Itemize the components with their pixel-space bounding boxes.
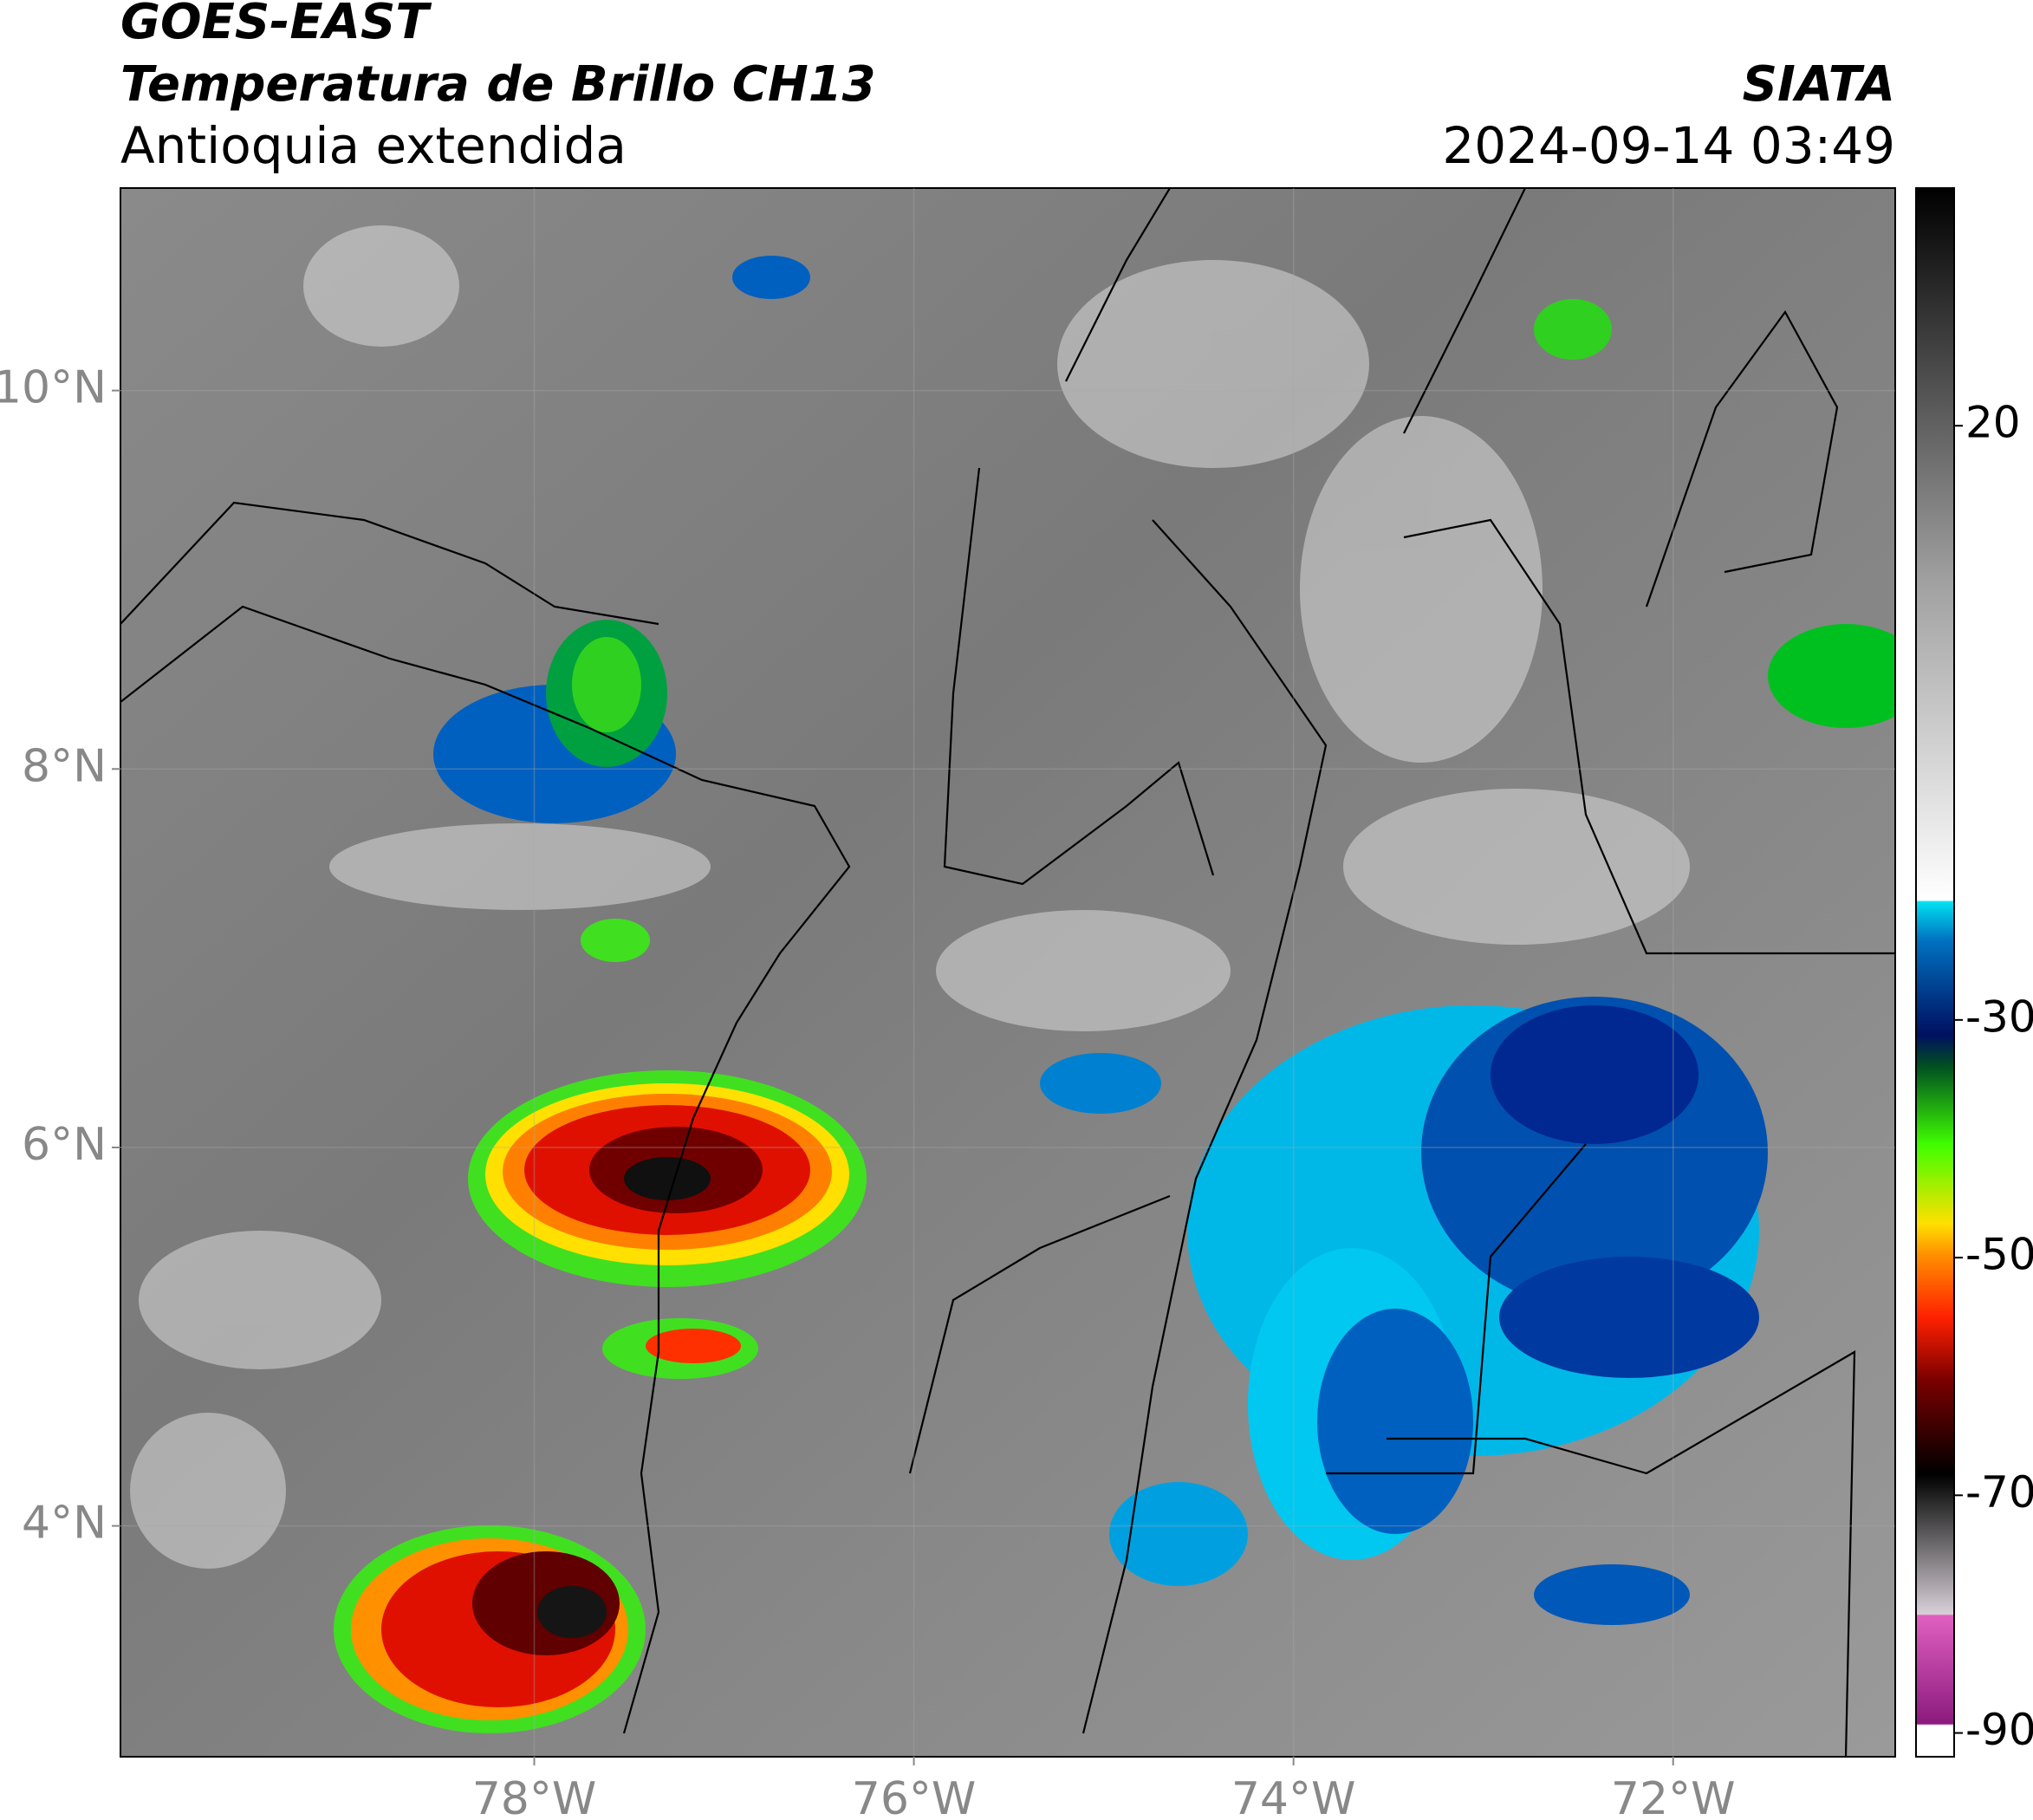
y-tick-label: 4°N — [22, 1498, 107, 1550]
y-tick-label: 6°N — [22, 1119, 107, 1171]
colorbar-tick-label: -50 — [1965, 1230, 2033, 1280]
colorbar-tick-label: -30 — [1965, 991, 2033, 1042]
region: Antioquia extendida — [120, 116, 627, 175]
y-tick-label: 8°N — [22, 740, 107, 792]
map-image — [120, 188, 1895, 1757]
colorbar-tick-label: -70 — [1965, 1467, 2033, 1518]
datetime: 2024-09-14 03:49 — [1442, 116, 1895, 175]
title: GOES-EAST — [120, 0, 432, 50]
map-frame — [120, 187, 1896, 1758]
subtitle: Temperatura de Brillo CH13 — [120, 56, 876, 113]
x-tick-label: 74°W — [1231, 1773, 1356, 1820]
source: SIATA — [1743, 56, 1895, 113]
colorbar-tick-label: 20 — [1965, 398, 2021, 448]
x-tick-label: 76°W — [852, 1773, 977, 1820]
colorbar-tick-label: -90 — [1965, 1705, 2033, 1755]
colorbar — [1915, 187, 1955, 1758]
x-tick-label: 78°W — [472, 1773, 597, 1820]
axes: 78°W 76°W 74°W 72°W 4°N 6°N 8°N 10°N 20 -30 -50 -70… — [0, 188, 2033, 1820]
y-tick-label: 10°N — [0, 362, 107, 414]
x-tick-label: 72°W — [1611, 1773, 1736, 1820]
